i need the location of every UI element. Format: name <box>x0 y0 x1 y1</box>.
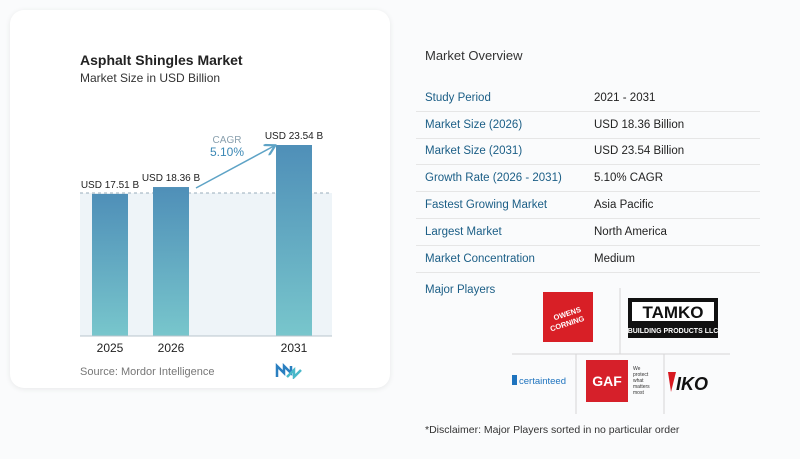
bar-2031 <box>276 145 312 336</box>
x-tick-label: 2031 <box>281 341 308 355</box>
overview-row: Growth Rate (2026 - 2031) 5.10% CAGR <box>416 165 760 193</box>
overview-value: 5.10% CAGR <box>594 172 664 185</box>
certainteed-wordmark: certainteed <box>519 376 566 387</box>
iko-wordmark: IKO <box>676 374 708 394</box>
overview-row: Market Size (2031) USD 23.54 Billion <box>416 139 760 166</box>
bar-value-label: USD 23.54 B <box>265 131 324 142</box>
owens-corning-logo: OWENS CORNING <box>543 292 593 342</box>
x-tick-label: 2026 <box>158 341 185 355</box>
major-players-label: Major Players <box>425 284 496 296</box>
bar-value-label: USD 17.51 B <box>81 180 140 191</box>
certainteed-logo: certainteed <box>512 375 566 387</box>
overview-row: Largest Market North America <box>416 219 760 246</box>
gaf-tagline-line: most <box>633 390 644 396</box>
x-tick-label: 2025 <box>97 341 124 355</box>
certainteed-mark-icon <box>512 375 517 385</box>
overview-row: Market Size (2026) USD 18.36 Billion <box>416 112 760 139</box>
iko-mark-icon <box>668 372 676 392</box>
owens-corning-logo-bg <box>543 292 593 342</box>
overview-label: Market Concentration <box>425 252 535 265</box>
overview-row: Study Period 2021 - 2031 <box>416 85 760 112</box>
bar-value-label: USD 18.36 B <box>142 173 201 184</box>
tamko-wordmark: TAMKO <box>642 303 703 322</box>
overview-table: Study Period 2021 - 2031 Market Size (20… <box>416 85 760 273</box>
chart-source: Source: Mordor Intelligence <box>80 366 215 378</box>
overview-value: Asia Pacific <box>594 199 654 212</box>
disclaimer: *Disclaimer: Major Players sorted in no … <box>425 424 680 436</box>
tamko-logo-plate <box>632 302 714 321</box>
gaf-wordmark: GAF <box>592 373 622 389</box>
tamko-tagline: BUILDING PRODUCTS LLC <box>628 328 719 335</box>
overview-row: Market Concentration Medium <box>416 246 760 273</box>
mordor-logo-icon <box>275 363 302 379</box>
cagr-label: CAGR <box>213 135 242 146</box>
cagr-arrow <box>195 146 274 189</box>
bar-chart: USD 17.51 B 2025 USD 18.36 B 2026 USD 23.54 … <box>80 131 332 355</box>
gaf-logo-bg <box>586 360 628 402</box>
overview-title: Market Overview <box>425 48 523 63</box>
overview-value: Medium <box>594 252 635 265</box>
gaf-tagline-line: protect <box>633 372 649 378</box>
cagr-value: 5.10% <box>210 145 244 159</box>
chart-title: Asphalt Shingles Market <box>80 52 243 68</box>
overview-label: Study Period <box>425 91 491 104</box>
overview-label: Largest Market <box>425 225 502 238</box>
bar-2025 <box>92 193 128 336</box>
overview-label: Market Size (2026) <box>425 118 523 131</box>
overview-value: 2021 - 2031 <box>594 91 656 104</box>
overview-value: USD 23.54 Billion <box>594 145 685 158</box>
gaf-tagline-line: matters <box>633 384 650 390</box>
overview-label: Fastest Growing Market <box>425 199 548 212</box>
tamko-logo: TAMKO BUILDING PRODUCTS LLC <box>628 298 719 338</box>
gaf-tagline-line: what <box>633 378 644 384</box>
gaf-tagline-line: We <box>633 366 641 372</box>
gaf-logo: GAF We protect what matters most <box>586 360 650 402</box>
overview-value: USD 18.36 Billion <box>594 118 685 131</box>
iko-logo: IKO <box>668 372 708 394</box>
chart-subtitle: Market Size in USD Billion <box>80 71 221 85</box>
overview-label: Growth Rate (2026 - 2031) <box>425 172 562 185</box>
overview-label: Market Size (2031) <box>425 145 523 158</box>
overview-value: North America <box>594 225 667 238</box>
bar-2026 <box>153 187 189 336</box>
overview-row: Fastest Growing Market Asia Pacific <box>416 192 760 219</box>
